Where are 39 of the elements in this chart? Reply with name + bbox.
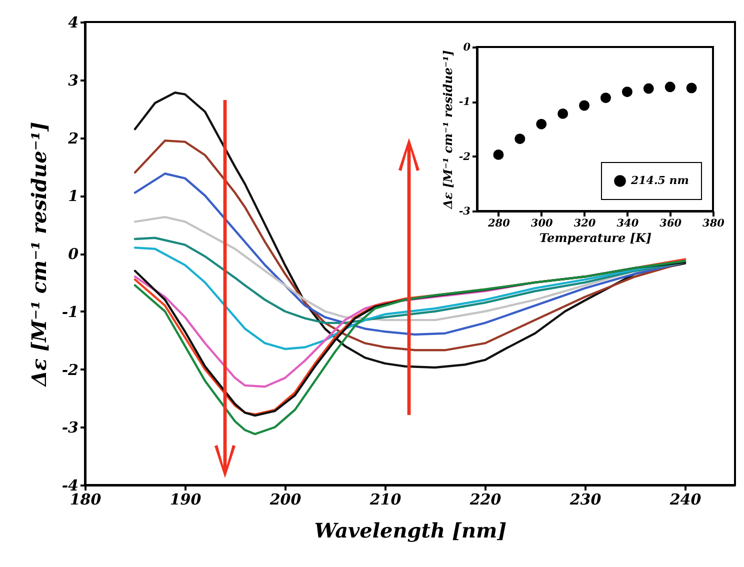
x-tick-label: 360 (660, 218, 682, 230)
y-tick-label: 1 (68, 187, 78, 206)
x-tick-label: 190 (170, 490, 202, 508)
point (579, 100, 590, 111)
point (664, 82, 676, 92)
point (558, 108, 568, 119)
x-tick-label: 380 (702, 218, 726, 230)
y-tick-label: -2 (62, 360, 78, 379)
x-axis-title: Wavelength [nm] (314, 518, 507, 542)
point (600, 92, 611, 104)
y-tick-label: -3 (458, 206, 470, 218)
point (622, 86, 632, 98)
point (536, 118, 547, 130)
y-tick-label: 4 (68, 14, 78, 32)
x-tick-label: 320 (574, 218, 596, 230)
x-tick-label: 240 (668, 490, 702, 508)
y-tick-label: 0 (68, 245, 80, 263)
x-tick-label: 200 (268, 490, 302, 508)
x-tick-label: 280 (486, 218, 511, 230)
y-tick-label: 2 (67, 129, 78, 148)
y-tick-label: 3 (68, 71, 78, 90)
y-tick-label: -1 (458, 96, 470, 108)
point (514, 134, 526, 144)
x-tick-label: 300 (530, 218, 554, 230)
y-axis-title: Δε [M⁻¹ cm⁻¹ residue⁻¹] (26, 122, 51, 388)
y-tick-label: -1 (62, 302, 78, 321)
point (493, 149, 504, 160)
x-tick-label: 220 (468, 490, 502, 508)
y-tick-label: -2 (458, 150, 470, 163)
x-axis-title: Temperature [K] (539, 231, 652, 245)
legend-label: 214.5 nm (630, 174, 689, 187)
point (686, 82, 697, 94)
x-tick-label: 210 (368, 490, 402, 508)
x-tick-label: 230 (568, 490, 602, 508)
point (643, 83, 654, 94)
y-tick-label: 0 (463, 42, 472, 54)
y-tick-label: -3 (62, 418, 78, 437)
x-tick-label: 340 (616, 218, 640, 230)
y-axis-title: Δε [M⁻¹ cm⁻¹ residue⁻¹] (440, 50, 455, 210)
